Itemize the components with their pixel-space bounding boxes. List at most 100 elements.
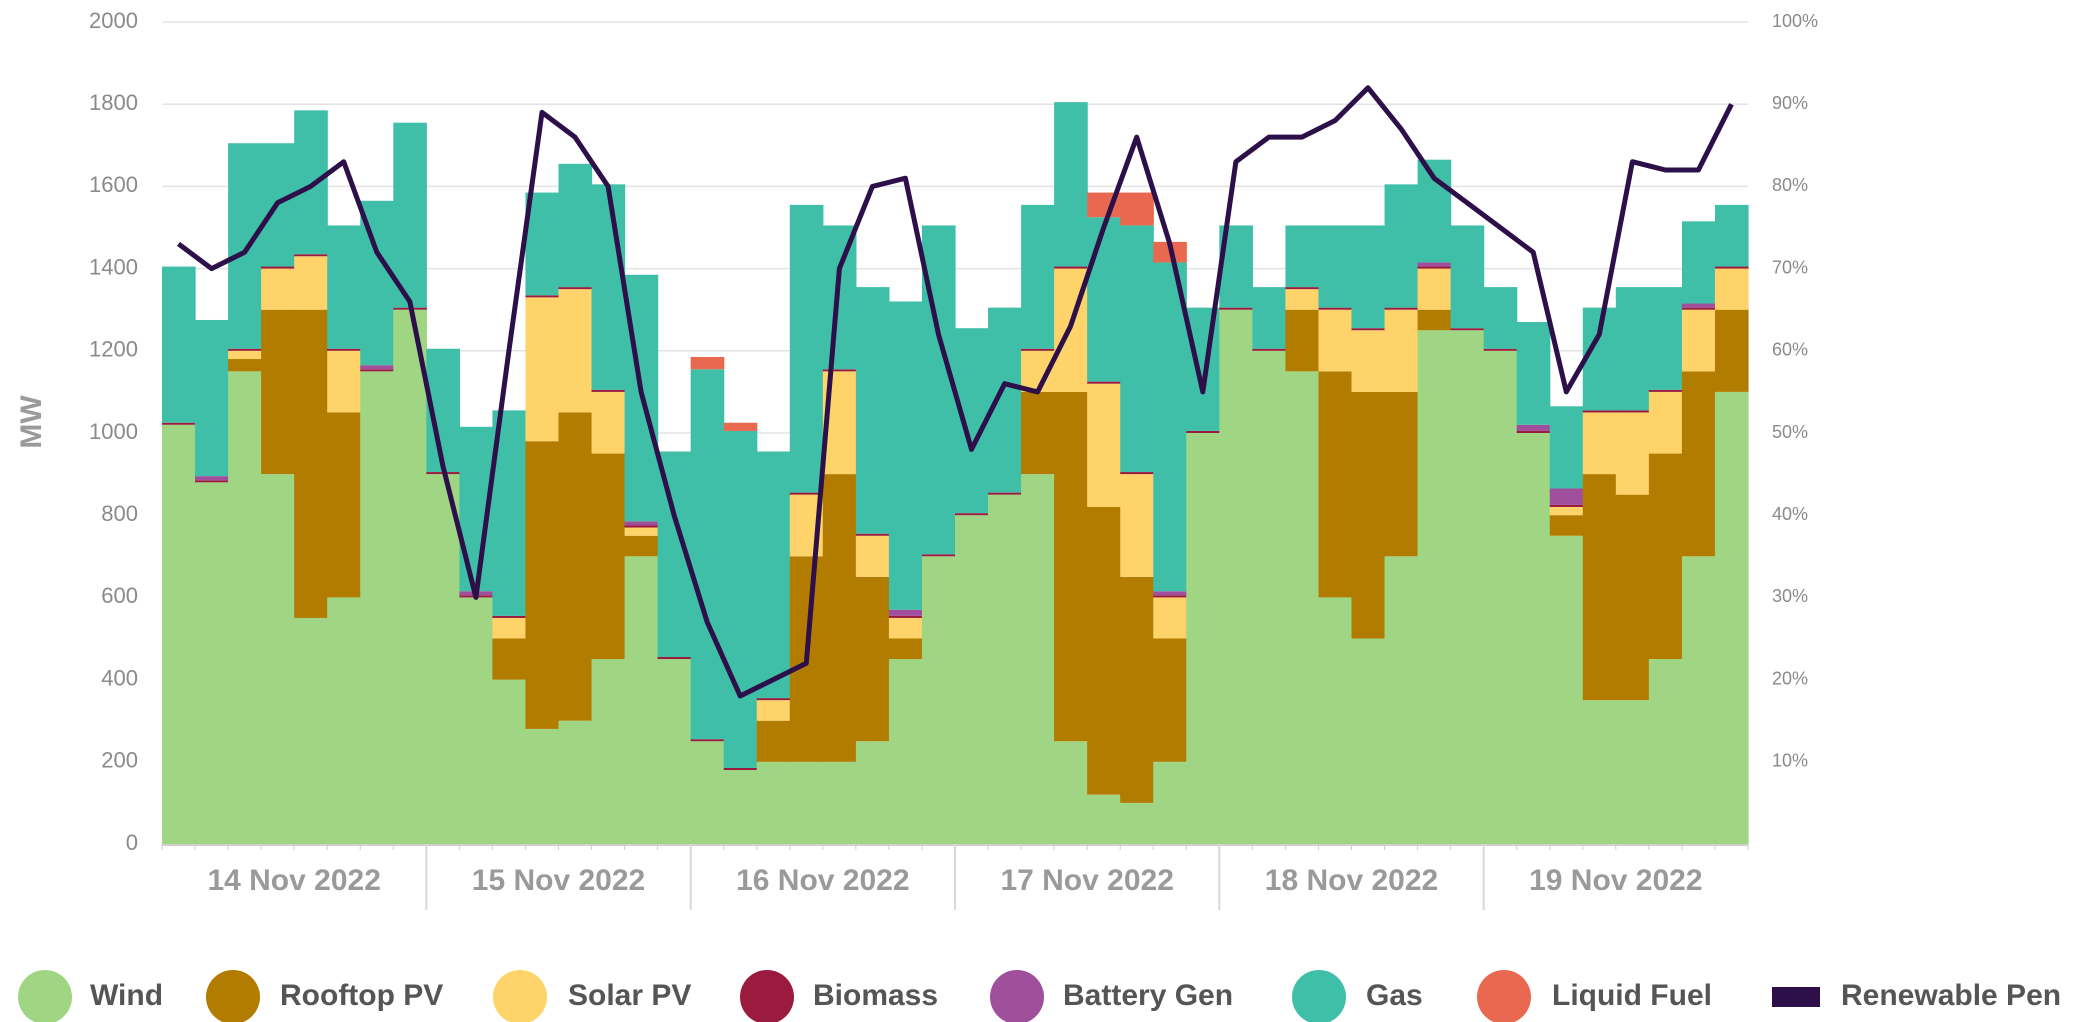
area-segment [888,609,923,616]
area-segment [1153,597,1187,639]
area-segment [1615,412,1650,495]
x-tick-label: 16 Nov 2022 [736,864,909,897]
area-segment [1384,556,1419,844]
y-tick-label: 1400 [89,254,138,279]
area-segment [1714,309,1749,392]
area-segment [1615,410,1650,413]
area-segment [1516,424,1551,431]
area-segment [988,492,1022,495]
area-segment [1120,192,1154,226]
y2-tick-label: 10% [1772,751,1808,771]
area-segment [1681,307,1716,310]
area-segment [1681,556,1716,844]
y-tick-label: 200 [101,748,138,773]
area-segment [1252,287,1287,349]
area-segment [294,110,328,255]
area-segment [1417,268,1452,310]
y-tick-label: 2000 [89,8,138,33]
area-segment [1054,391,1088,742]
area-segment [228,143,262,349]
area-segment [789,204,824,493]
area-segment [690,741,725,844]
area-segment [426,474,460,844]
area-segment [327,350,361,413]
area-segment [1186,307,1220,431]
area-segment [1087,506,1121,795]
area-segment [1120,474,1154,577]
line [177,85,1734,699]
y2-tick-label: 70% [1772,257,1808,277]
area-segment [459,597,494,844]
area-segment [1483,350,1518,844]
area-segment [1516,322,1551,425]
area-segment [1351,638,1386,844]
area-segment [591,389,626,392]
area-segment [294,617,328,844]
area-segment [1219,307,1253,310]
area-segment [360,371,394,844]
y-tick-label: 0 [126,830,138,855]
area-segment [1186,433,1220,844]
stacked-area [162,102,1749,844]
area-segment [756,720,791,762]
area-segment [360,365,394,370]
area-segment [1153,761,1187,844]
area-segment [723,767,758,771]
area-segment [888,638,923,660]
area-segment [558,163,593,288]
area-segment [228,371,262,844]
y-tick-label: 1000 [89,419,138,444]
area-segment [492,679,527,844]
area-segment [657,659,692,844]
legend-label: Gas [1366,979,1423,1012]
area-segment [1120,576,1154,803]
area-segment [1021,474,1055,844]
area-segment [1681,309,1716,372]
area-segment [988,307,1022,493]
area-segment [1417,266,1452,269]
area-segment [1615,494,1650,701]
area-segment [690,356,725,370]
legend-swatch [1477,970,1531,1022]
area-segment [591,659,626,844]
area-segment [1549,504,1584,507]
y2-tick-label: 40% [1772,504,1808,524]
area-segment [855,576,890,742]
area-segment [228,359,262,372]
area-segment [1582,410,1617,413]
area-segment [261,266,295,269]
area-segment [1549,406,1584,489]
area-segment [1021,391,1055,475]
legend-swatch [740,970,794,1022]
area-segment [1450,225,1485,329]
area-segment [195,319,229,477]
area-segment [1351,330,1386,392]
area-segment [1186,430,1220,433]
area-segment [1153,638,1187,762]
area-segment [393,309,427,844]
y2-tick-label: 30% [1772,586,1808,606]
area-segment [1450,328,1485,331]
area-segment [1021,204,1055,349]
area-segment [360,369,394,372]
area-segment [1549,515,1584,536]
area-segment [1318,309,1353,372]
area-segment [1285,225,1320,288]
area-segment [1120,472,1154,475]
area-segment [1318,597,1353,844]
legend-label: Wind [90,979,163,1012]
area-segment [525,441,560,729]
area-segment [1417,262,1452,267]
area-segment [624,527,659,536]
y-tick-label: 1200 [89,337,138,362]
area-segment [1087,383,1121,507]
area-segment [855,741,890,844]
area-segment [261,268,295,310]
y-tick-label: 600 [101,583,138,608]
area-segment [492,638,527,680]
area-segment [525,295,560,298]
area-segment [195,480,229,483]
area-segment [1318,225,1353,308]
area-segment [558,287,593,290]
area-segment [756,761,791,844]
